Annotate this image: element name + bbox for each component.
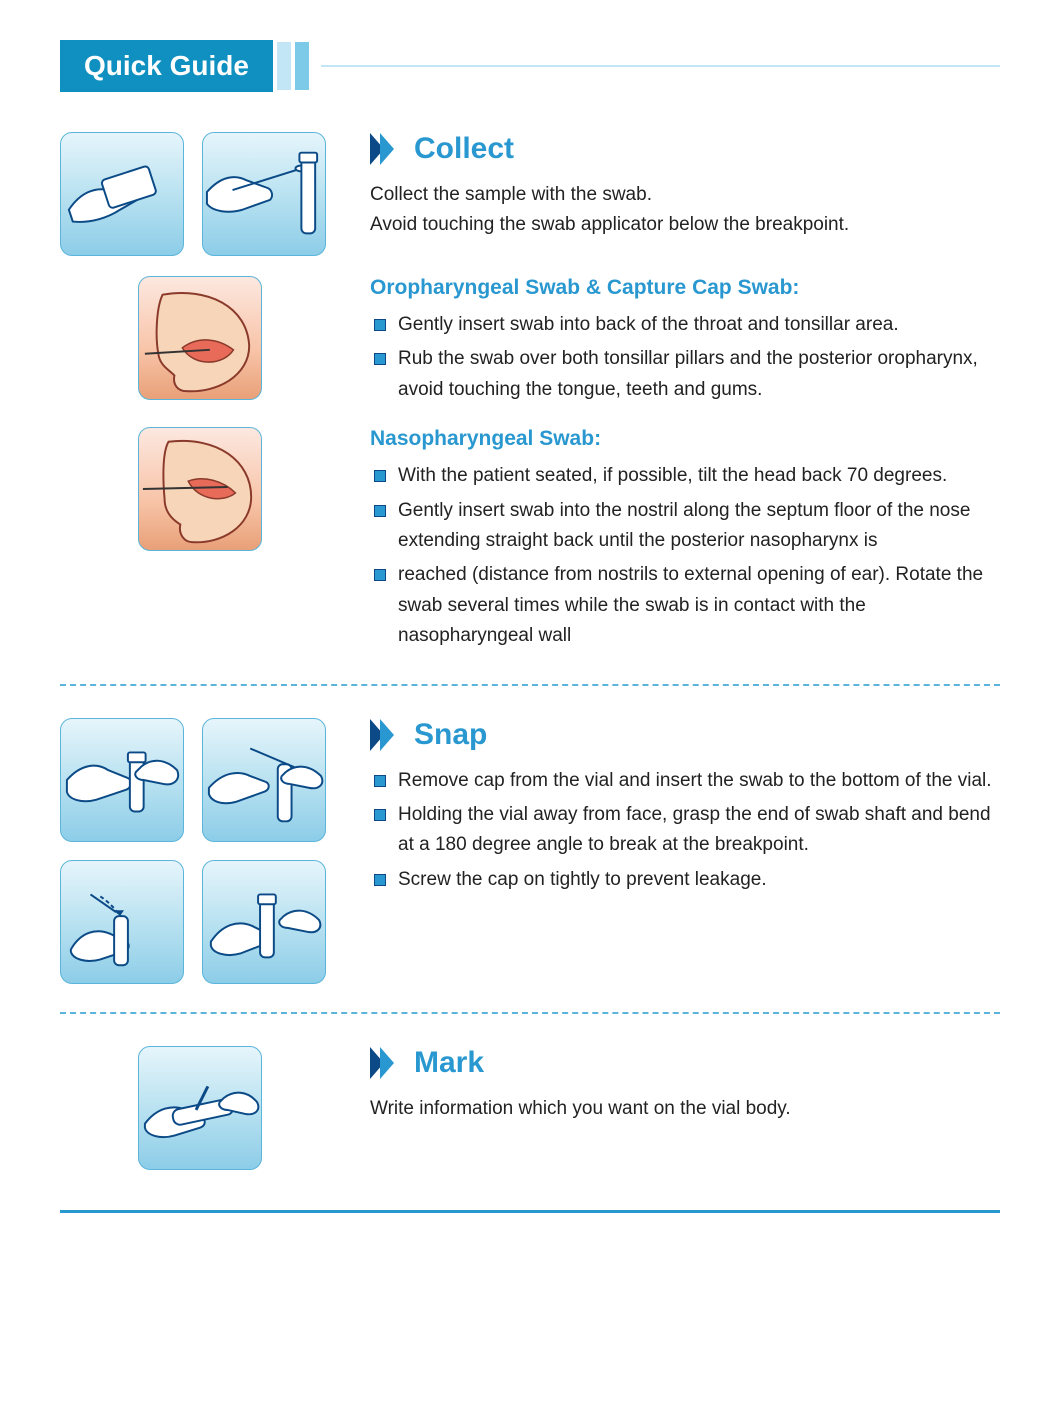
divider-1 [60, 684, 1000, 686]
header-bar: Quick Guide [60, 40, 1000, 92]
oro-bullet-2: Rub the swab over both tonsillar pillars… [370, 344, 1000, 405]
naso-title: Nasopharyngeal Swab: [370, 427, 1000, 451]
oro-thumb [138, 276, 262, 400]
snap-thumb-screw-cap [202, 860, 326, 984]
oro-block: Oropharyngeal Swab & Capture Cap Swab: G… [60, 276, 1000, 409]
naso-bullet-1: With the patient seated, if possible, ti… [370, 461, 1000, 491]
page: Quick Guide [0, 0, 1060, 1273]
header-stripe-med [295, 42, 309, 90]
chevron-icon [370, 719, 402, 751]
mark-thumb-write [138, 1046, 262, 1170]
oro-bullets: Gently insert swab into back of the thro… [370, 310, 1000, 405]
mark-title: Mark [414, 1046, 484, 1080]
collect-thumb-swab-tube [202, 132, 326, 256]
naso-thumb-col [60, 427, 340, 655]
collect-title-row: Collect [370, 132, 1000, 166]
oro-bullet-1: Gently insert swab into back of the thro… [370, 310, 1000, 340]
chevron-icon [370, 1047, 402, 1079]
snap-thumb-break-swab [60, 860, 184, 984]
naso-bullet-3: reached (distance from nostrils to exter… [370, 560, 1000, 651]
naso-thumb [138, 427, 262, 551]
mark-content: Mark Write information which you want on… [370, 1046, 1000, 1170]
collect-content: Collect Collect the sample with the swab… [370, 132, 1000, 256]
snap-title-row: Snap [370, 718, 1000, 752]
snap-content: Snap Remove cap from the vial and insert… [370, 718, 1000, 984]
mark-title-row: Mark [370, 1046, 1000, 1080]
snap-bullet-2: Holding the vial away from face, grasp t… [370, 800, 1000, 861]
footer-line [60, 1210, 1000, 1213]
collect-thumb-open-pack [60, 132, 184, 256]
naso-block: Nasopharyngeal Swab: With the patient se… [60, 427, 1000, 655]
mark-thumbs [60, 1046, 340, 1170]
chevron-icon [370, 133, 402, 165]
header-underline [321, 65, 1000, 67]
snap-bullet-3: Screw the cap on tightly to prevent leak… [370, 865, 1000, 895]
snap-thumb-remove-cap [60, 718, 184, 842]
snap-bullet-1: Remove cap from the vial and insert the … [370, 766, 1000, 796]
oro-thumb-col [60, 276, 340, 409]
section-snap: Snap Remove cap from the vial and insert… [60, 718, 1000, 984]
mark-text: Write information which you want on the … [370, 1094, 1000, 1124]
snap-title: Snap [414, 718, 487, 752]
naso-bullets: With the patient seated, if possible, ti… [370, 461, 1000, 651]
header-stripe-light [277, 42, 291, 90]
section-collect: Collect Collect the sample with the swab… [60, 132, 1000, 256]
header-title: Quick Guide [60, 40, 273, 92]
naso-bullet-2: Gently insert swab into the nostril alon… [370, 496, 1000, 557]
naso-content: Nasopharyngeal Swab: With the patient se… [370, 427, 1000, 655]
divider-2 [60, 1012, 1000, 1014]
snap-thumb-insert-swab [202, 718, 326, 842]
oro-title: Oropharyngeal Swab & Capture Cap Swab: [370, 276, 1000, 300]
collect-thumbs [60, 132, 340, 256]
snap-thumbs [60, 718, 340, 984]
collect-intro-1: Collect the sample with the swab. [370, 180, 1000, 210]
collect-intro-2: Avoid touching the swab applicator below… [370, 210, 1000, 240]
collect-title: Collect [414, 132, 514, 166]
oro-content: Oropharyngeal Swab & Capture Cap Swab: G… [370, 276, 1000, 409]
section-mark: Mark Write information which you want on… [60, 1046, 1000, 1170]
snap-bullets: Remove cap from the vial and insert the … [370, 766, 1000, 896]
